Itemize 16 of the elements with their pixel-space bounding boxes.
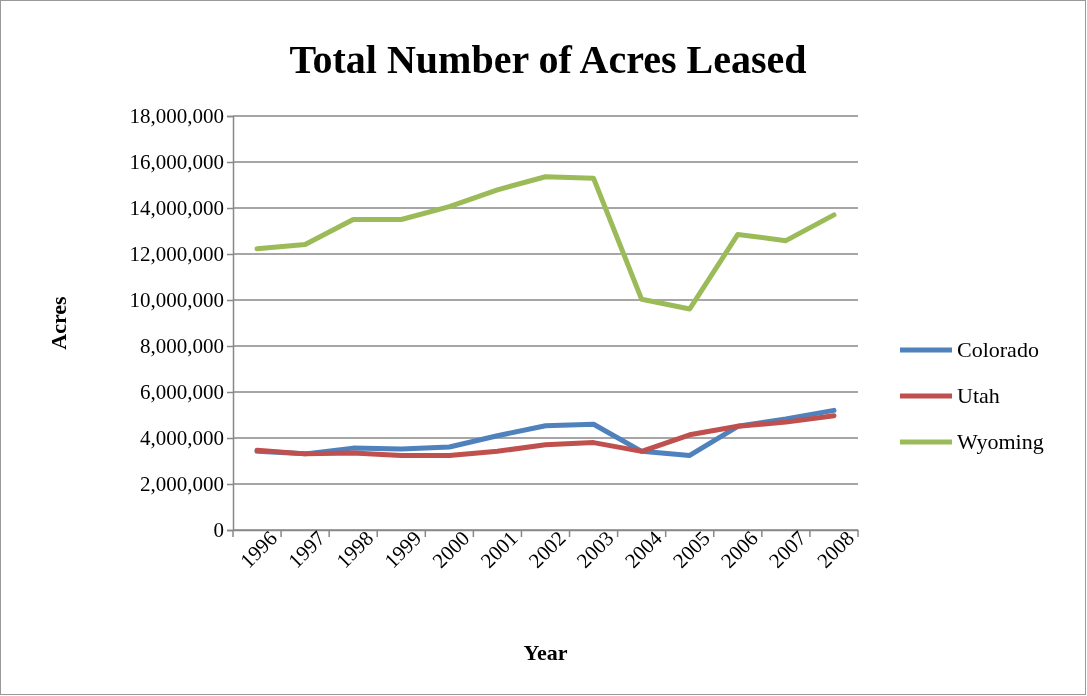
chart-title: Total Number of Acres Leased [289,37,807,82]
y-tick-label: 18,000,000 [129,104,224,129]
y-tick-label: 2,000,000 [140,472,224,497]
y-tick-label: 16,000,000 [129,150,224,175]
y-tick-label: 12,000,000 [129,242,224,267]
y-axis-title: Acres [46,295,71,350]
y-tick-label: 14,000,000 [129,196,224,221]
legend-label: Colorado [957,337,1039,362]
legend-label: Wyoming [957,429,1044,454]
y-tick-label: 4,000,000 [140,426,224,451]
y-tick-label: 6,000,000 [140,380,224,405]
y-tick-label: 10,000,000 [129,288,224,313]
legend-label: Utah [957,383,1000,408]
y-tick-label: 0 [213,518,224,543]
y-tick-label: 8,000,000 [140,334,224,359]
x-axis-title: Year [523,640,568,665]
